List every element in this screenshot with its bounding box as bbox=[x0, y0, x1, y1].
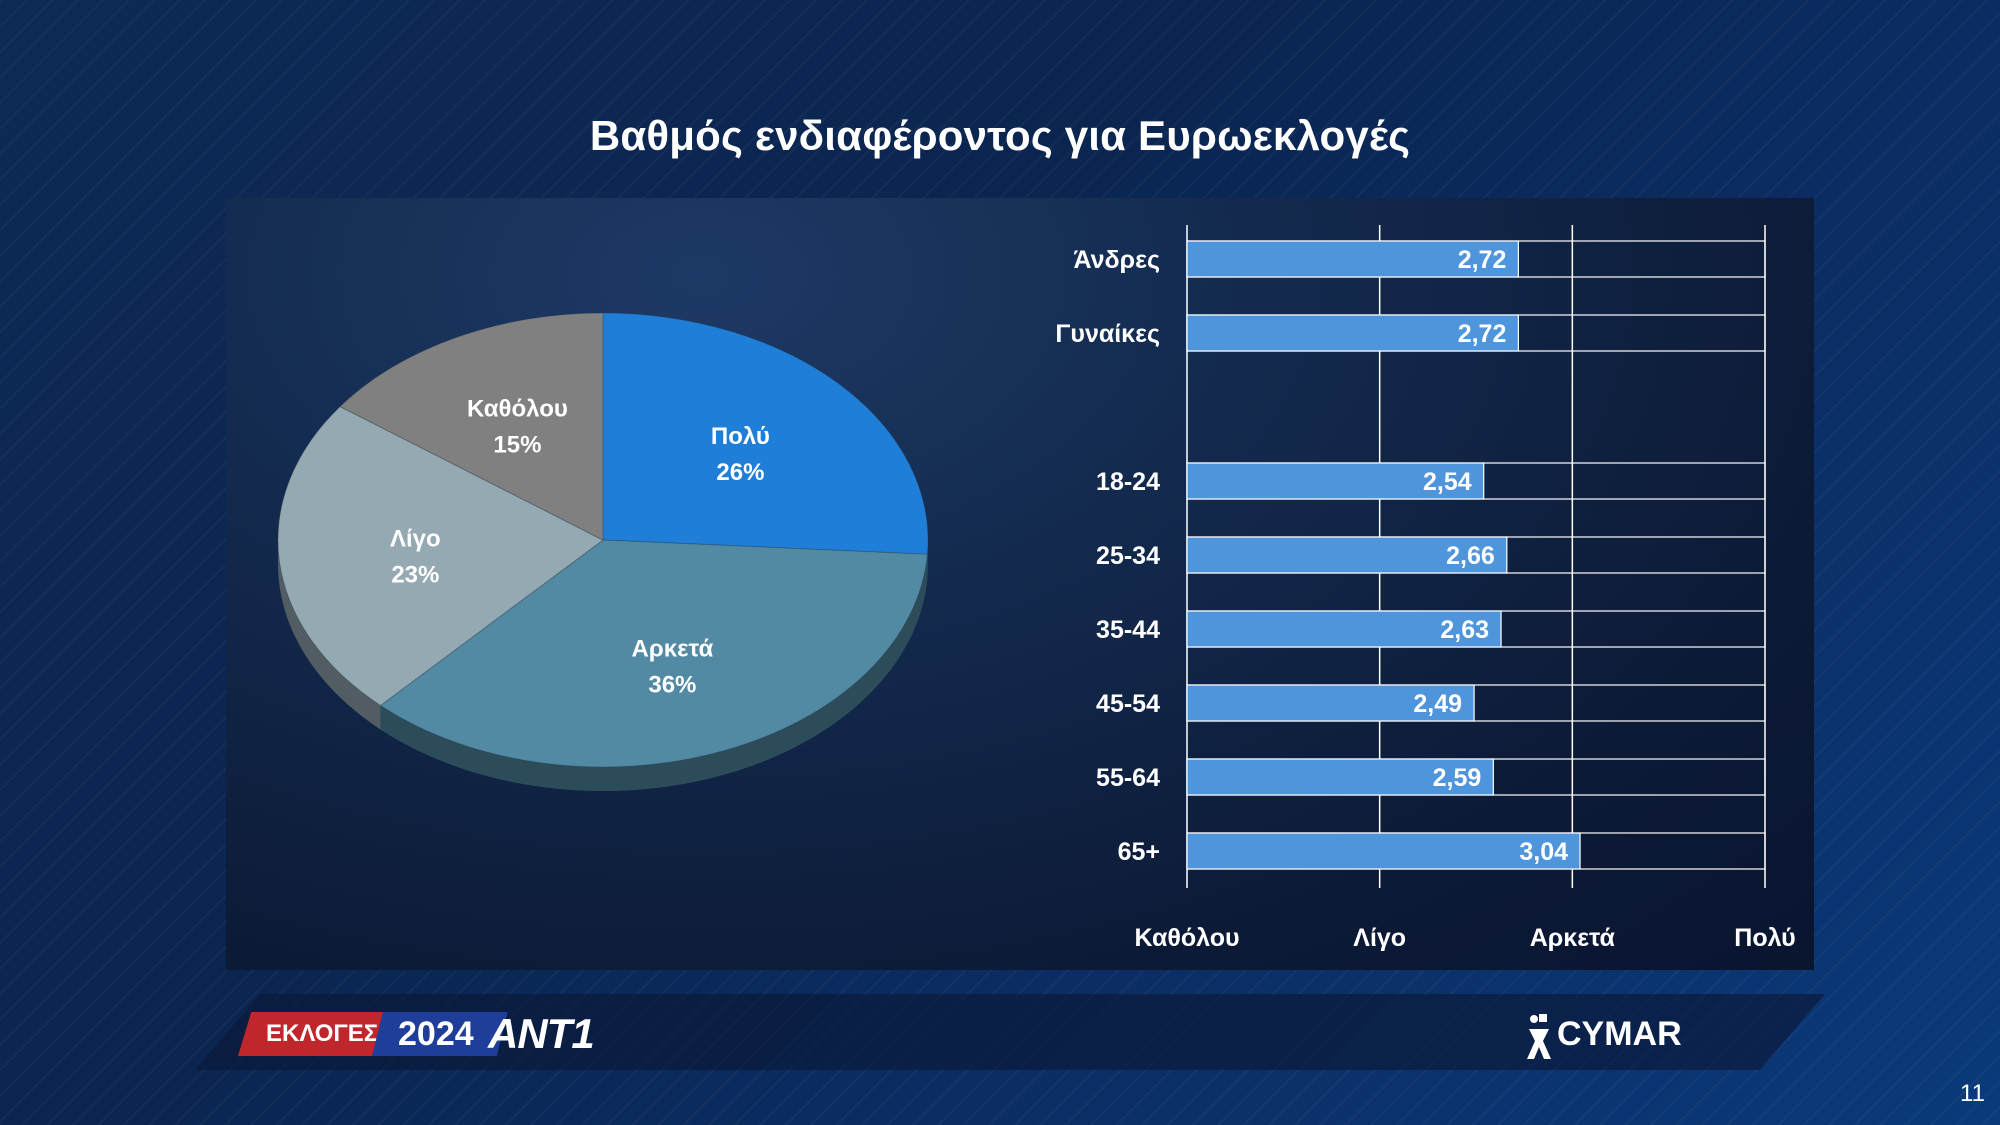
x-tick-label: Λίγο bbox=[1353, 924, 1406, 952]
cymar-logo: CYMAR bbox=[1525, 1010, 1682, 1061]
page-number: 11 bbox=[1960, 1080, 1985, 1107]
cymar-figure-icon bbox=[1527, 1014, 1551, 1060]
bar bbox=[1186, 536, 1508, 574]
pie-slice-value: 36% bbox=[648, 671, 696, 698]
bar bbox=[1186, 610, 1502, 648]
pie-slice-label: Αρκετά bbox=[632, 635, 714, 662]
pie-side-segment bbox=[927, 540, 928, 579]
ekloges-logo: ΕΚΛΟΓΕΣ bbox=[238, 1012, 405, 1056]
pie-slice-label: Καθόλου bbox=[467, 396, 568, 423]
x-tick-label: Αρκετά bbox=[1530, 924, 1616, 952]
bar bbox=[1186, 240, 1519, 278]
bar-category-label: 25-34 bbox=[1096, 542, 1160, 570]
bar-value-label: 2,63 bbox=[1440, 616, 1489, 644]
bar-value-label: 2,49 bbox=[1413, 690, 1462, 718]
bar-chart: Καθόλου Λίγο Αρκετά Πολύ 2,72 Άνδρες 2,72 Γυναί… bbox=[1055, 225, 1796, 952]
pie-slice bbox=[602, 312, 929, 555]
bar-value-label: 2,72 bbox=[1458, 320, 1507, 348]
bar bbox=[1186, 758, 1494, 796]
bar-value-label: 2,59 bbox=[1433, 764, 1482, 792]
pie-slice-label: Λίγο bbox=[390, 525, 441, 552]
chart-title: Βαθμός ενδιαφέροντος για Ευρωεκλογές bbox=[589, 112, 1411, 159]
pie-slice-value: 26% bbox=[716, 459, 764, 486]
bar bbox=[1186, 684, 1475, 722]
bar-category-label: 35-44 bbox=[1096, 616, 1160, 644]
pie-slice bbox=[379, 539, 928, 768]
bar-category-label: Γυναίκες bbox=[1055, 320, 1160, 348]
bar-category-label: 45-54 bbox=[1096, 690, 1160, 718]
pie-slice-value: 23% bbox=[391, 561, 439, 588]
bar-value-label: 2,66 bbox=[1446, 542, 1495, 570]
bar bbox=[1186, 462, 1485, 500]
ant1-logo: ANT1 bbox=[488, 1010, 595, 1057]
bar-category-label: 55-64 bbox=[1096, 764, 1160, 792]
pie-slice-value: 15% bbox=[493, 432, 541, 459]
bar bbox=[1186, 832, 1581, 870]
bar-category-label: Άνδρες bbox=[1073, 246, 1160, 274]
bar bbox=[1186, 314, 1519, 352]
cymar-text: CYMAR bbox=[1557, 1015, 1682, 1053]
bar-category-label: 65+ bbox=[1118, 838, 1160, 866]
year-logo: 2024 bbox=[372, 1012, 508, 1056]
pie-side-segment bbox=[380, 554, 928, 791]
pie-chart: Πολύ 26% Αρκετά 36% Λίγο 23% Καθόλου 15% bbox=[277, 312, 929, 791]
bar-value-label: 2,54 bbox=[1423, 468, 1472, 496]
bar-value-label: 3,04 bbox=[1519, 838, 1568, 866]
pie-slice bbox=[277, 405, 604, 707]
pie-slice bbox=[339, 312, 604, 541]
pie-slice-label: Πολύ bbox=[711, 423, 770, 450]
bar-value-label: 2,72 bbox=[1458, 246, 1507, 274]
x-tick-label: Πολύ bbox=[1734, 924, 1795, 952]
pie-side-segment bbox=[278, 540, 381, 730]
bar-category-label: 18-24 bbox=[1096, 468, 1160, 496]
x-tick-label: Καθόλου bbox=[1134, 924, 1239, 952]
